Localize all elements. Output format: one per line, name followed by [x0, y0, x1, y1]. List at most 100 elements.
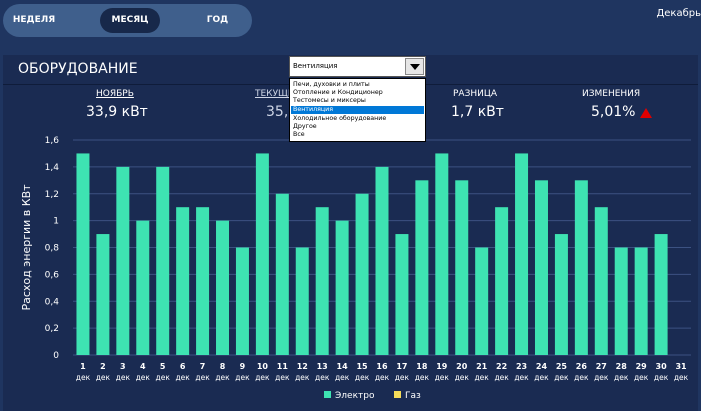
- x-tick-unit: дек: [295, 373, 310, 382]
- x-tick-day: 3: [120, 362, 126, 371]
- dropdown-options-list[interactable]: Печи, духовки и плиты Отопление и Кондиц…: [289, 78, 426, 142]
- bar-electro: [415, 180, 429, 355]
- x-tick-day: 5: [160, 362, 166, 371]
- x-tick-unit: дек: [674, 373, 689, 382]
- dropdown-option-all[interactable]: Все: [293, 131, 305, 138]
- x-tick-day: 16: [376, 362, 388, 371]
- legend-swatch-electro: [324, 391, 331, 398]
- prev-month-value: 33,9 кВт: [86, 104, 148, 120]
- x-tick-unit: дек: [275, 373, 290, 382]
- period-switcher: НЕДЕЛЯ МЕСЯЦ ГОД: [3, 4, 252, 37]
- panel-title: ОБОРУДОВАНИЕ: [18, 61, 138, 77]
- y-tick-label: 0,6: [45, 270, 60, 280]
- x-tick-day: 12: [297, 362, 308, 371]
- x-tick-unit: дек: [534, 373, 549, 382]
- x-tick-day: 25: [556, 362, 568, 371]
- x-tick-day: 23: [516, 362, 527, 371]
- y-tick-label: 1,6: [45, 136, 60, 146]
- x-tick-day: 7: [200, 362, 206, 371]
- legend-label-electro: Электро: [335, 391, 375, 401]
- bar-electro: [634, 247, 648, 355]
- y-tick-label: 0,2: [45, 324, 59, 334]
- bar-electro: [76, 153, 90, 355]
- bar-electro: [255, 153, 269, 355]
- dropdown-option-other[interactable]: Другое: [293, 123, 317, 130]
- x-tick-day: 28: [616, 362, 628, 371]
- bar-electro: [654, 234, 668, 355]
- x-tick-day: 9: [240, 362, 246, 371]
- bar-electro: [395, 234, 409, 355]
- difference-value: 1,7 кВт: [451, 104, 504, 120]
- current-month-stat-label[interactable]: ТЕКУЩИ: [255, 89, 295, 99]
- equipment-dropdown[interactable]: Вентиляция: [289, 56, 426, 77]
- bar-electro: [335, 220, 349, 355]
- x-tick-day: 14: [337, 362, 349, 371]
- x-tick-unit: дек: [574, 373, 589, 382]
- dropdown-option-refrigeration[interactable]: Холодильное оборудование: [293, 115, 387, 122]
- x-tick-day: 27: [596, 362, 607, 371]
- x-tick-day: 22: [496, 362, 507, 371]
- x-tick-day: 29: [636, 362, 648, 371]
- x-tick-unit: дек: [315, 373, 330, 382]
- bar-electro: [554, 234, 568, 355]
- x-tick-unit: дек: [554, 373, 569, 382]
- dropdown-option-heating[interactable]: Отопление и Кондиционер: [293, 89, 383, 96]
- current-month-stat-value: 35,: [266, 104, 289, 120]
- prev-month-label[interactable]: НОЯБРЬ: [96, 89, 134, 99]
- tab-month[interactable]: МЕСЯЦ: [100, 8, 160, 33]
- bar-electro: [594, 207, 608, 355]
- tab-year[interactable]: ГОД: [206, 15, 229, 25]
- x-tick-day: 1: [80, 362, 86, 371]
- x-tick-unit: дек: [335, 373, 350, 382]
- y-tick-label: 1,4: [45, 163, 60, 173]
- bar-electro: [435, 153, 449, 355]
- bar-electro: [475, 247, 489, 355]
- dropdown-option-mixers[interactable]: Тестомесы и миксеры: [293, 97, 366, 104]
- x-tick-day: 10: [257, 362, 269, 371]
- x-tick-unit: дек: [494, 373, 509, 382]
- bar-electro: [614, 247, 628, 355]
- bar-electro: [216, 220, 230, 355]
- x-tick-unit: дек: [156, 373, 171, 382]
- change-label: ИЗМЕНЕНИЯ: [582, 89, 641, 99]
- x-tick-unit: дек: [415, 373, 430, 382]
- x-tick-unit: дек: [395, 373, 410, 382]
- x-tick-unit: дек: [215, 373, 230, 382]
- bar-electro: [515, 153, 529, 355]
- difference-label: РАЗНИЦА: [453, 89, 497, 99]
- x-tick-unit: дек: [435, 373, 450, 382]
- x-tick-day: 13: [317, 362, 328, 371]
- x-tick-unit: дек: [195, 373, 210, 382]
- bar-electro: [96, 234, 110, 355]
- bar-electro: [495, 207, 509, 355]
- chevron-down-icon: [410, 64, 420, 70]
- x-tick-unit: дек: [375, 373, 390, 382]
- x-tick-unit: дек: [76, 373, 91, 382]
- x-tick-unit: дек: [175, 373, 190, 382]
- bar-electro: [574, 180, 588, 355]
- x-tick-unit: дек: [355, 373, 370, 382]
- y-tick-label: 0,8: [45, 244, 60, 254]
- current-month-label: Декабрь: [656, 8, 701, 19]
- x-tick-unit: дек: [96, 373, 111, 382]
- y-tick-label: 0: [53, 351, 59, 361]
- bar-electro: [275, 193, 289, 355]
- x-tick-day: 21: [476, 362, 488, 371]
- x-tick-day: 6: [180, 362, 186, 371]
- bar-electro: [235, 247, 249, 355]
- bar-electro: [455, 180, 469, 355]
- bar-electro: [295, 247, 309, 355]
- dropdown-option-ventilation[interactable]: Вентиляция: [291, 106, 424, 114]
- dropdown-value: Вентиляция: [293, 62, 338, 70]
- x-tick-unit: дек: [136, 373, 151, 382]
- x-tick-unit: дек: [235, 373, 250, 382]
- dropdown-option-ovens[interactable]: Печи, духовки и плиты: [293, 81, 370, 88]
- x-tick-day: 24: [536, 362, 548, 371]
- x-tick-unit: дек: [475, 373, 490, 382]
- tab-week[interactable]: НЕДЕЛЯ: [12, 15, 56, 25]
- dropdown-toggle-button[interactable]: [405, 58, 424, 75]
- bar-electro: [196, 207, 210, 355]
- x-tick-day: 19: [436, 362, 448, 371]
- bar-electro: [156, 166, 170, 355]
- x-tick-day: 2: [100, 362, 106, 371]
